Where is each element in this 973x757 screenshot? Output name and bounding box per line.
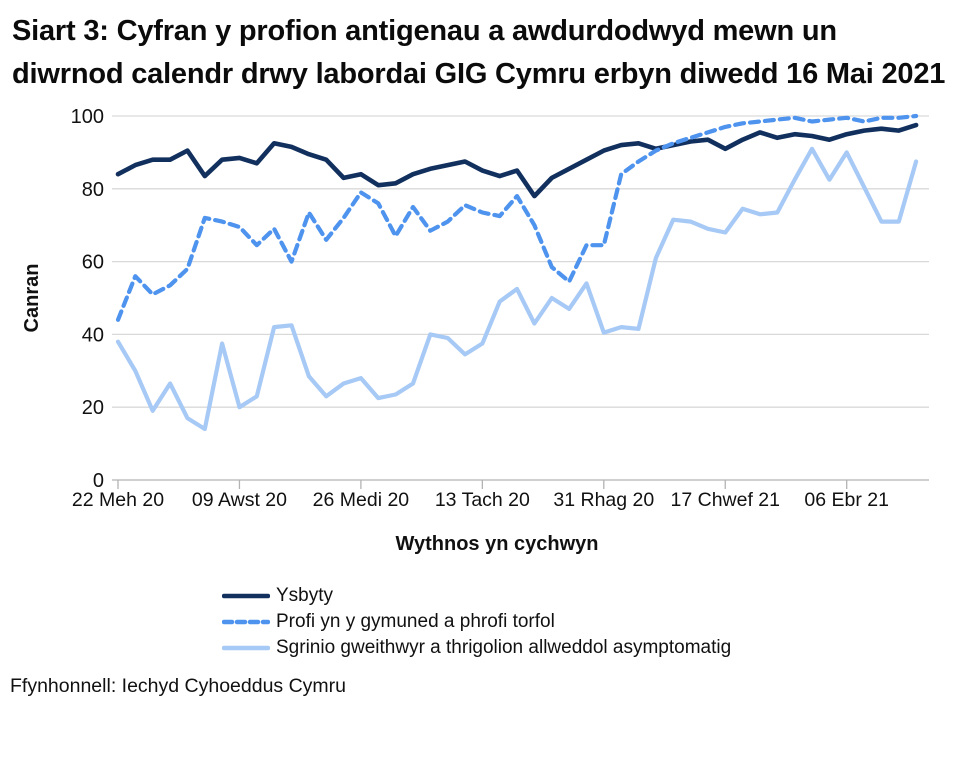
plot-area: 0 20 40 60 80 100 22 Meh 20 09 Awst 20 26 Medi 2…	[21, 106, 929, 555]
chart-title: Siart 3: Cyfran y profion antigenau a aw…	[12, 15, 946, 90]
legend-item-2: Sgrinio gweithwyr a thrigolion allweddol…	[222, 635, 973, 661]
x-axis-title: Wythnos yn cychwyn	[395, 533, 598, 555]
legend-label: Profi yn y gymuned a phrofi torfol	[276, 611, 555, 632]
legend-line-swatch	[222, 645, 270, 651]
y-tick-label: 40	[82, 324, 104, 346]
legend: Ysbyty Profi yn y gymuned a phrofi torfol…	[222, 583, 973, 661]
legend-line-swatch	[222, 593, 270, 599]
line-chart: 0 20 40 60 80 100 22 Meh 20 09 Awst 20 26 Medi 2…	[0, 96, 973, 661]
legend-item-0: Ysbyty	[222, 583, 973, 609]
series-line-1	[115, 113, 919, 322]
y-axis-title: Canran	[21, 264, 43, 333]
y-tick-label: 20	[82, 397, 104, 419]
x-tick-label: 06 Ebr 21	[804, 489, 889, 511]
legend-item-1: Profi yn y gymuned a phrofi torfol	[222, 609, 973, 635]
source-note: Ffynhonnell: Iechyd Cyhoeddus Cymru	[10, 675, 347, 697]
x-tick-label: 13 Tach 20	[435, 489, 530, 511]
legend-label: Sgrinio gweithwyr a thrigolion allweddol…	[276, 637, 732, 658]
x-tick-label: 17 Chwef 21	[671, 489, 781, 511]
y-tick-label: 80	[82, 179, 104, 201]
x-tick-label: 31 Rhag 20	[553, 489, 654, 511]
series-line-2	[115, 146, 919, 432]
legend-label: Ysbyty	[276, 585, 334, 606]
y-tick-label: 0	[93, 470, 104, 492]
series-line-0	[115, 122, 919, 199]
page: Siart 3: Cyfran y profion antigenau a aw…	[0, 15, 973, 697]
x-tick-label: 22 Meh 20	[72, 489, 164, 511]
y-tick-label: 60	[82, 252, 104, 274]
x-tick-label: 09 Awst 20	[192, 489, 287, 511]
legend-line-swatch	[222, 619, 270, 625]
x-tick-label: 26 Medi 20	[313, 489, 410, 511]
y-tick-label: 100	[71, 106, 104, 128]
